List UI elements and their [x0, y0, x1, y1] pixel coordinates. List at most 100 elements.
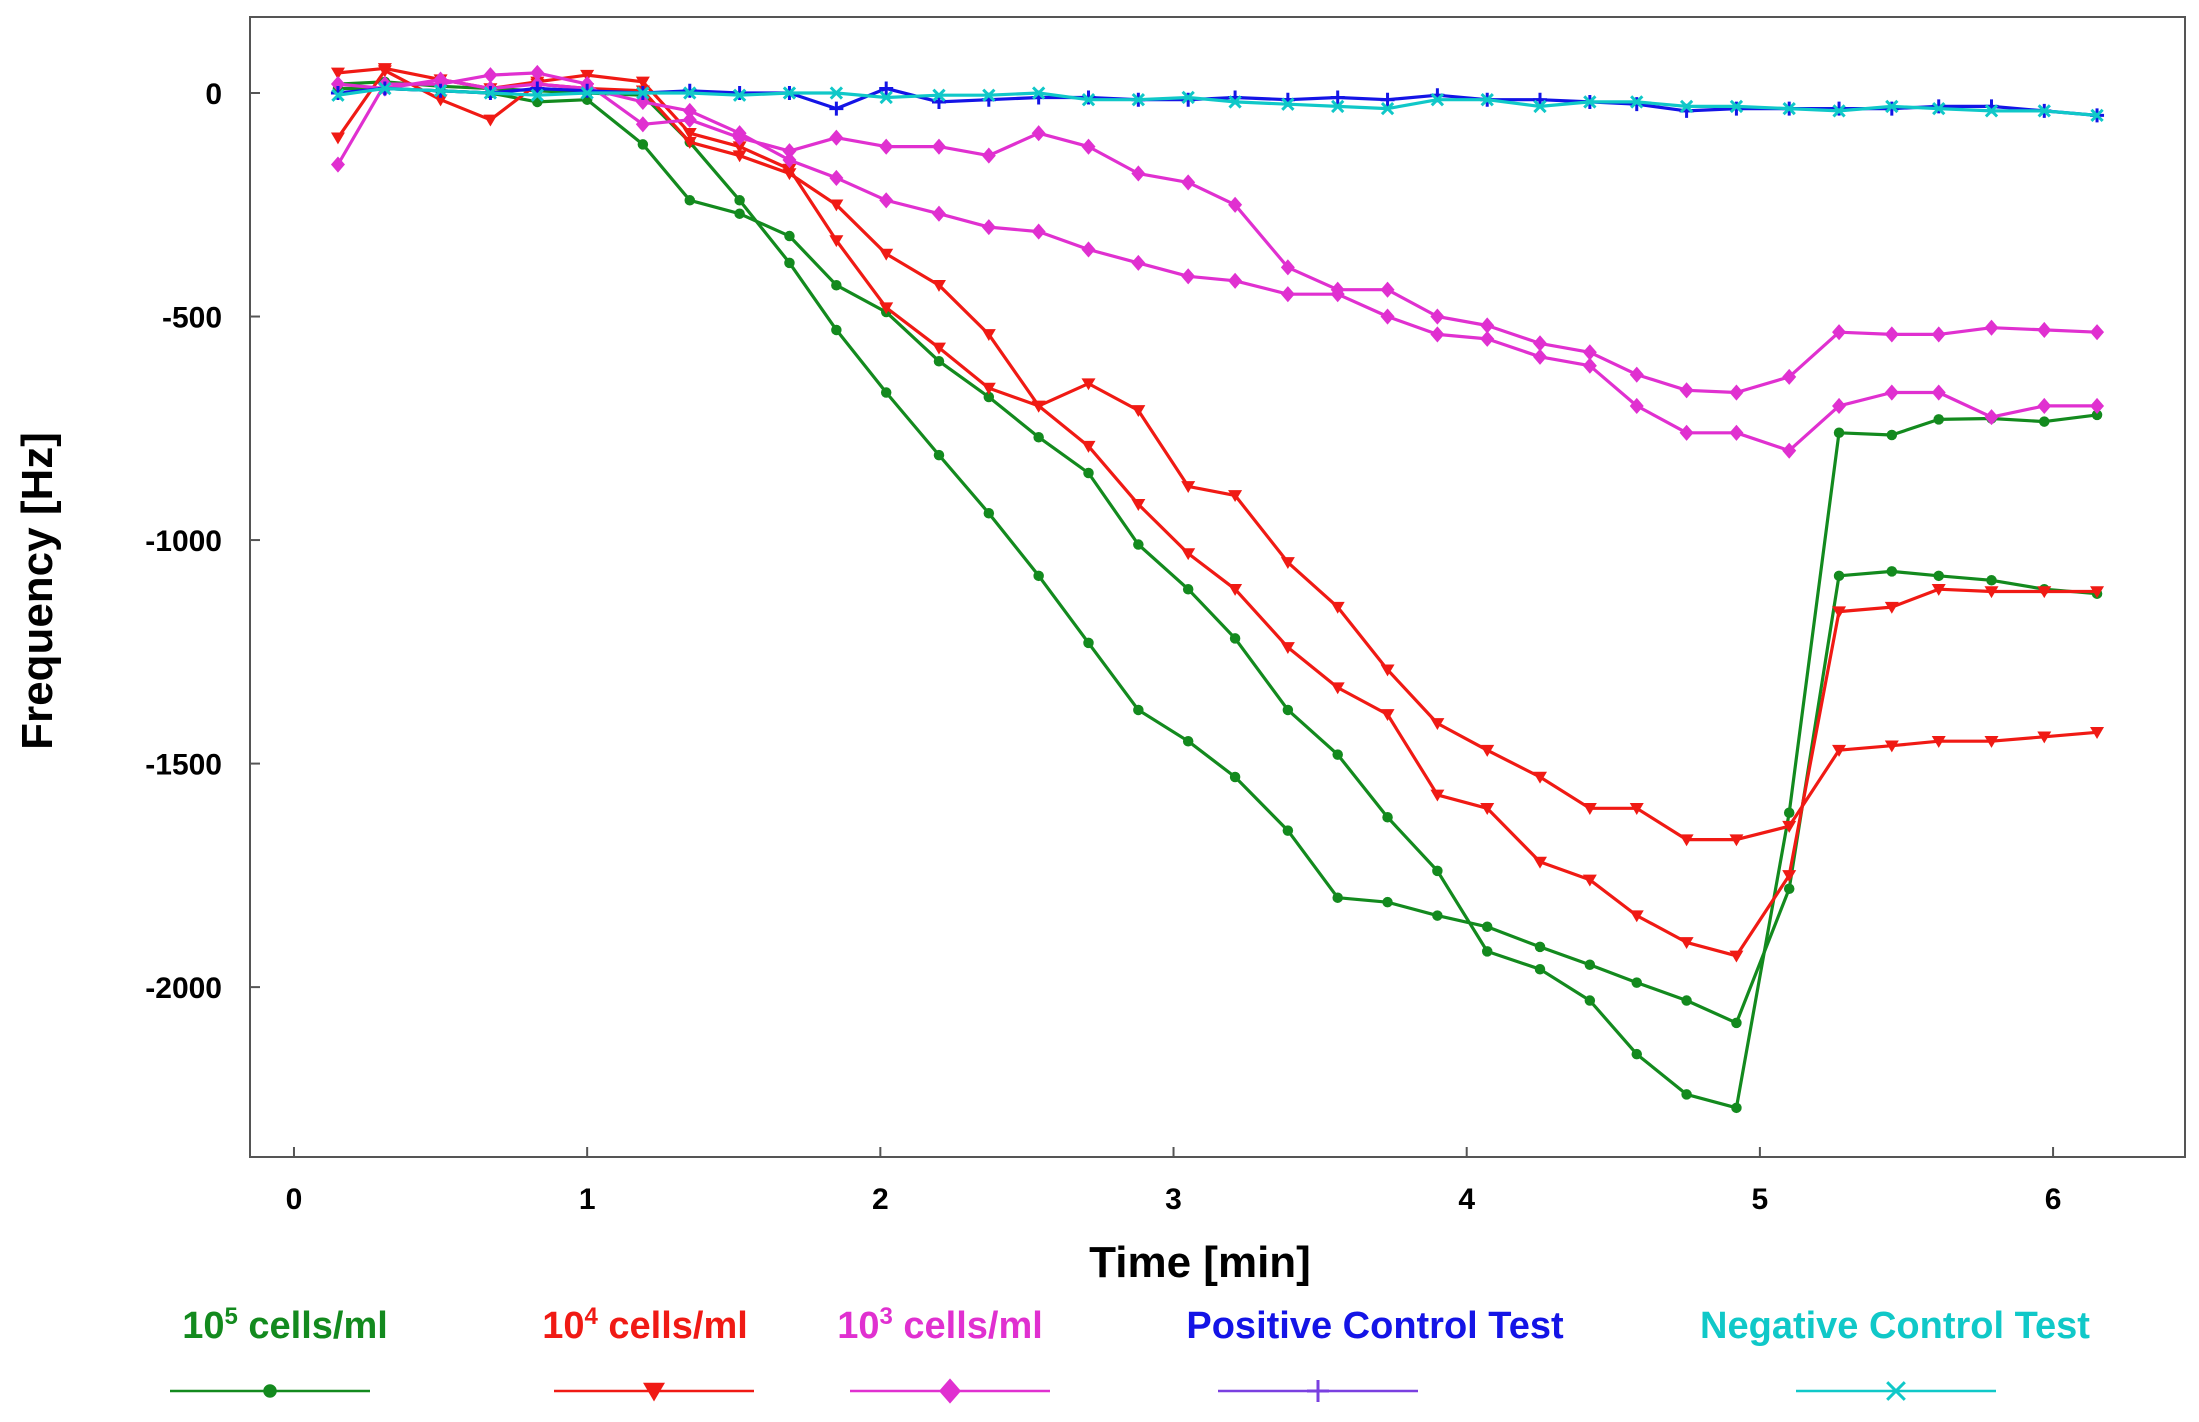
data-point — [1181, 268, 1196, 285]
data-point — [1729, 384, 1744, 401]
data-point — [684, 195, 696, 206]
data-point — [1679, 99, 1694, 114]
data-point — [433, 71, 448, 88]
data-point — [880, 387, 892, 398]
data-point — [1534, 941, 1546, 953]
data-point — [1307, 1380, 1329, 1402]
data-point — [1984, 319, 1999, 336]
x-tick-label: 5 — [1752, 1183, 1769, 1216]
data-point — [643, 1382, 665, 1402]
legend-label: 104 cells/ml — [542, 1303, 748, 1347]
data-point — [1534, 963, 1546, 975]
data-point — [1031, 400, 1046, 413]
legend-label: Positive Control Test — [1186, 1305, 1564, 1347]
data-point — [831, 279, 842, 291]
data-point — [1430, 718, 1445, 731]
data-point — [1382, 896, 1393, 908]
data-point — [1430, 326, 1445, 343]
data-point — [1380, 281, 1395, 298]
legend-label: Negative Control Test — [1700, 1305, 2090, 1347]
data-point — [1886, 566, 1898, 577]
data-point — [732, 141, 747, 154]
y-tick-label: -1500 — [145, 749, 222, 782]
data-point — [1131, 499, 1146, 511]
data-point — [2091, 409, 2103, 421]
data-point — [1582, 874, 1597, 887]
data-point — [682, 83, 697, 98]
data-point — [1679, 424, 1694, 441]
y-tick-label: 0 — [205, 78, 222, 111]
data-point — [1631, 1048, 1642, 1060]
data-point — [580, 83, 595, 98]
data-point — [1480, 317, 1495, 334]
data-point — [1729, 424, 1744, 441]
data-point — [879, 138, 894, 155]
data-point — [1133, 704, 1144, 716]
data-point — [378, 81, 392, 96]
data-point — [1480, 803, 1495, 815]
data-point — [682, 127, 697, 140]
series-line — [336, 68, 2098, 842]
data-point — [1984, 586, 1999, 599]
data-point — [1228, 95, 1242, 109]
plot-frame — [249, 16, 2186, 1158]
data-point — [1984, 735, 1999, 748]
data-point — [1931, 384, 1946, 401]
data-point — [1832, 744, 1847, 757]
data-point — [1181, 548, 1196, 561]
data-point — [1081, 378, 1096, 391]
data-point — [1081, 241, 1096, 258]
data-point — [1280, 557, 1295, 570]
legend-item-0: 105 cells/ml — [170, 1303, 388, 1398]
data-point — [1330, 682, 1345, 695]
data-point — [682, 102, 697, 119]
data-point — [1729, 950, 1744, 963]
data-point — [530, 64, 545, 81]
data-point — [1782, 101, 1796, 116]
y-axis-title: Frequency [Hz] — [13, 432, 62, 750]
data-point — [829, 101, 844, 116]
data-point — [1380, 709, 1395, 722]
data-point — [829, 129, 844, 146]
data-point — [1832, 101, 1847, 116]
data-point — [829, 199, 844, 212]
data-point — [1832, 104, 1846, 118]
series-line — [337, 86, 2098, 117]
data-point — [981, 329, 996, 342]
x-tick-label: 1 — [579, 1183, 596, 1216]
data-point — [483, 114, 498, 127]
x-tick-label: 4 — [1458, 1183, 1475, 1216]
data-point — [1182, 583, 1194, 595]
data-point — [1131, 254, 1146, 271]
data-point — [1679, 937, 1694, 950]
series-1 — [330, 63, 2105, 963]
data-point — [1629, 97, 1644, 112]
data-point — [1330, 286, 1345, 303]
legend-item-2: 103 cells/ml — [837, 1303, 1050, 1404]
data-point — [1986, 575, 1997, 586]
data-point — [1380, 308, 1395, 325]
data-point — [1884, 740, 1899, 753]
data-point — [1782, 368, 1797, 385]
data-point — [1430, 308, 1445, 325]
data-point — [1229, 771, 1241, 783]
data-point — [1031, 86, 1046, 100]
data-point — [1533, 335, 1547, 352]
data-point — [1481, 921, 1493, 933]
data-point — [1582, 803, 1597, 815]
data-point — [1932, 101, 1946, 116]
data-point — [1332, 749, 1343, 760]
series-layer — [330, 63, 2105, 1114]
data-point — [829, 169, 844, 186]
y-tick-label: -1000 — [145, 525, 222, 558]
data-point — [580, 86, 594, 100]
data-point — [879, 192, 894, 209]
data-point — [1281, 97, 1295, 111]
data-point — [1582, 344, 1597, 361]
data-point — [530, 88, 544, 102]
data-point — [1731, 1102, 1742, 1114]
data-point — [330, 76, 345, 93]
data-point — [1931, 326, 1946, 343]
data-point — [1380, 664, 1395, 677]
data-point — [933, 449, 945, 461]
